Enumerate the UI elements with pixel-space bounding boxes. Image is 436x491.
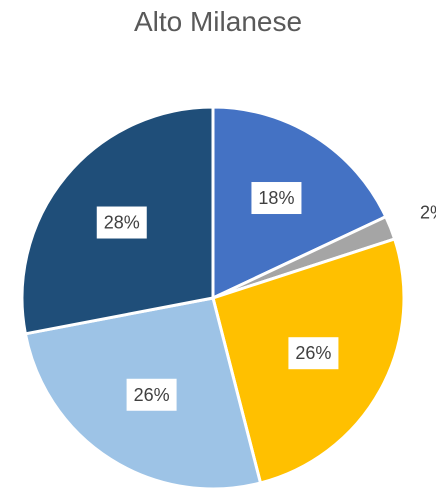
data-label-4: 26%: [134, 385, 170, 405]
data-label-5: 28%: [104, 213, 140, 233]
chart-title: Alto Milanese: [133, 6, 303, 37]
pie-labels: 18% 2% 26% 26% 28%: [96, 182, 436, 411]
data-label-box-5: [96, 206, 147, 239]
data-label-3: 26%: [295, 343, 331, 363]
data-label-box-4: [126, 378, 177, 411]
data-label-1: 18%: [258, 188, 294, 208]
data-label-box-3: [288, 337, 339, 370]
pie-slices: [20, 105, 406, 491]
data-label-2: 2%: [420, 202, 436, 222]
data-label-box-1: [251, 182, 302, 215]
